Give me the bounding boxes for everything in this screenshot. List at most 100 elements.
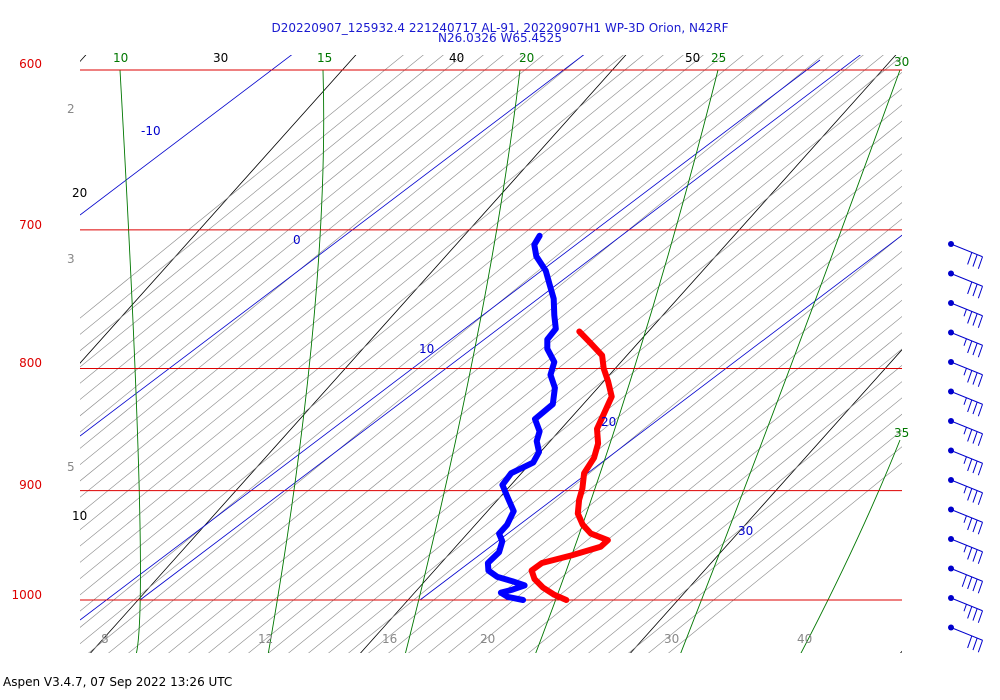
moist-adiabat-label: 20 [519, 51, 534, 65]
wind-barb-feather [972, 549, 978, 562]
wind-barb-feather [963, 486, 967, 494]
wind-barb-feather [972, 431, 978, 444]
wind-barb-feather [977, 374, 983, 387]
dry-adiabat-line [328, 185, 902, 653]
moist-adiabat-label: 25 [711, 51, 726, 65]
wind-barb-feather [977, 610, 983, 623]
dry-adiabat-line [80, 55, 564, 449]
wind-barb-feather [972, 578, 978, 592]
wind-barb [948, 359, 983, 387]
wind-barbs [948, 241, 983, 653]
moist-adiabat-label: 10 [113, 51, 128, 65]
dry-adiabat-line [80, 55, 664, 531]
wind-barb-feather [967, 458, 973, 472]
pressure-tick-label: 900 [19, 478, 42, 492]
isotherm-line [360, 55, 897, 653]
wind-barb [948, 329, 983, 358]
wind-barb [948, 418, 983, 446]
mixing-ratio-line [80, 55, 293, 216]
wind-barb-feather [967, 488, 973, 501]
mixing-ratio-line [419, 234, 902, 601]
chart-title-line2: N26.0326 W65.4525 [438, 31, 562, 45]
dry-adiabat-label: 2 [67, 102, 75, 116]
wind-barb-feather [967, 252, 973, 265]
isotherm-tick-label: 20 [72, 186, 87, 200]
dry-adiabat-line [168, 55, 902, 653]
dewpoint-line [484, 232, 559, 603]
dry-adiabat-line [80, 55, 724, 579]
wind-barb-feather [961, 574, 967, 587]
wind-barb-feather [977, 433, 983, 446]
background-lines [80, 55, 902, 653]
mixing-ratio-line [80, 59, 821, 621]
wind-barb-feather [967, 547, 973, 560]
wind-barb-feather [977, 315, 983, 328]
dry-adiabat-line [188, 71, 902, 653]
dry-adiabat-line [628, 430, 902, 653]
dry-adiabat-line [80, 55, 784, 628]
dry-adiabat-line [268, 137, 902, 653]
wind-barb-staff [950, 243, 983, 258]
isotherm-tick-label: 50 [685, 51, 700, 65]
dry-adiabat-line [528, 348, 902, 653]
mixing-ratio-line [80, 55, 585, 437]
moist-adiabat-label: 30 [894, 55, 909, 69]
isotherm-tick-label: 10 [72, 509, 87, 523]
dry-adiabat-line [388, 234, 902, 653]
mixing-ratio-label: 0 [293, 233, 301, 247]
wind-barb-feather [967, 370, 973, 383]
dry-adiabat-line [80, 55, 604, 482]
bottom-axis-label: 16 [382, 632, 397, 646]
footer-version: Aspen V3.4.7, 07 Sep 2022 13:26 UTC [3, 675, 233, 689]
wind-barb-feather [972, 254, 978, 267]
wind-barb-feather [972, 637, 978, 651]
wind-barb-feather [972, 342, 978, 356]
wind-barb-feather [977, 345, 983, 358]
isotherm-line [80, 55, 87, 63]
wind-barb-feather [977, 492, 983, 505]
wind-barb [948, 506, 983, 535]
wind-barb-feather [967, 606, 973, 619]
wind-barb-feather [977, 404, 983, 417]
dry-adiabat-line [508, 332, 902, 653]
dry-adiabat-line [80, 55, 684, 547]
bottom-axis-label: 20 [480, 632, 495, 646]
wind-barb [948, 536, 983, 564]
wind-barb-feather [963, 604, 967, 612]
wind-barb-feather [967, 399, 973, 413]
dry-adiabat-label: 5 [67, 460, 75, 474]
dry-adiabat-line [408, 251, 902, 653]
isotherm-line [90, 55, 627, 653]
isotherm-line [900, 650, 902, 653]
dry-adiabat-line [608, 413, 902, 653]
wind-barb-feather [967, 576, 973, 590]
dry-adiabat-line [80, 55, 484, 384]
dry-adiabat-line [488, 316, 902, 653]
wind-barb-feather [972, 283, 978, 297]
wind-barb-staff [950, 627, 983, 641]
wind-barb-feather [967, 635, 973, 649]
wind-barb-feather [977, 640, 983, 653]
dry-adiabat-line [80, 55, 544, 433]
wind-barb-feather [963, 545, 967, 553]
dry-adiabat-line [80, 55, 584, 466]
bottom-axis-label: 30 [664, 632, 679, 646]
wind-barb-feather [977, 551, 983, 564]
wind-barb [948, 388, 983, 417]
dry-adiabat-line [568, 381, 902, 653]
pressure-tick-label: 1000 [11, 588, 42, 602]
wind-barb-feather [972, 490, 978, 503]
wind-barb-feather [967, 340, 973, 354]
wind-barb-feather [977, 463, 983, 476]
dry-adiabat-line [88, 55, 824, 653]
dry-adiabat-line [208, 88, 902, 653]
mixing-ratio-label: -10 [141, 124, 161, 138]
bottom-axis-label: 8 [101, 632, 109, 646]
isotherm-line [630, 349, 902, 653]
wind-barb-feather [963, 309, 967, 317]
wind-barb [948, 241, 983, 269]
dry-adiabat-line [80, 55, 404, 319]
wind-barb-feather [977, 286, 983, 299]
